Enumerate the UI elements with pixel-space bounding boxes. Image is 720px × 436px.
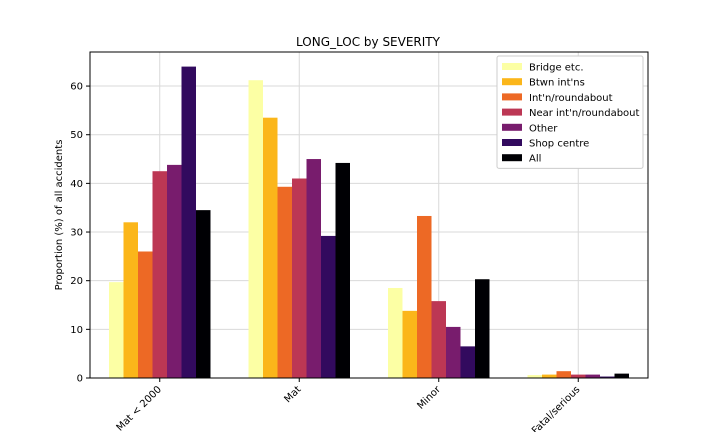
legend-label: Bridge etc. bbox=[529, 63, 584, 74]
x-tick-label: Minor bbox=[415, 384, 443, 412]
bar bbox=[431, 301, 446, 378]
legend-swatch bbox=[502, 93, 522, 101]
chart-title: LONG_LOC by SEVERITY bbox=[296, 35, 441, 49]
legend-swatch bbox=[502, 139, 522, 146]
y-tick-label: 30 bbox=[70, 228, 83, 239]
y-tick-label: 40 bbox=[70, 179, 83, 190]
legend-swatch bbox=[502, 154, 522, 162]
bar bbox=[138, 251, 153, 378]
legend-label: Other bbox=[529, 123, 558, 134]
y-tick-label: 20 bbox=[70, 276, 83, 287]
y-tick-label: 60 bbox=[70, 82, 83, 93]
x-tick-label: Fatal/serious bbox=[530, 384, 582, 432]
bar bbox=[181, 66, 196, 378]
bar bbox=[167, 164, 182, 378]
bar bbox=[417, 215, 432, 378]
bar bbox=[123, 222, 138, 378]
bar bbox=[402, 310, 417, 378]
legend-label: Near int'n/roundabout bbox=[529, 108, 640, 119]
legend-swatch bbox=[502, 123, 522, 131]
bar bbox=[446, 326, 461, 378]
bar bbox=[277, 186, 292, 378]
bar bbox=[388, 287, 403, 378]
bar bbox=[196, 210, 211, 378]
bar bbox=[109, 282, 124, 378]
legend-swatch bbox=[502, 108, 522, 116]
bar bbox=[321, 235, 336, 378]
bar bbox=[614, 373, 629, 378]
y-tick-label: 0 bbox=[77, 374, 83, 385]
legend-box bbox=[496, 55, 644, 169]
bar bbox=[460, 346, 475, 378]
legend-swatch bbox=[502, 63, 522, 70]
legend-label: Btwn int'ns bbox=[529, 78, 585, 89]
plot-frame bbox=[89, 51, 649, 379]
bar bbox=[571, 374, 586, 378]
legend-label: All bbox=[529, 154, 541, 165]
bar bbox=[600, 376, 615, 378]
bar bbox=[263, 117, 278, 378]
bar bbox=[248, 80, 263, 379]
bar bbox=[152, 171, 167, 378]
legend-label: Int'n/roundabout bbox=[529, 93, 613, 104]
bar bbox=[542, 374, 557, 378]
bar bbox=[527, 375, 542, 378]
y-axis-label: Proportion (%) of all accidents bbox=[54, 140, 65, 291]
bar bbox=[556, 371, 571, 378]
bar bbox=[306, 159, 321, 378]
legend-swatch bbox=[502, 78, 522, 86]
bars bbox=[109, 66, 629, 379]
y-tick-label: 10 bbox=[70, 325, 83, 336]
x-tick-label: Mat < 2000 bbox=[115, 384, 164, 432]
bar bbox=[292, 178, 307, 378]
y-tick-label: 50 bbox=[70, 130, 83, 141]
bar bbox=[335, 162, 350, 378]
bar bbox=[585, 374, 600, 378]
legend-label: Shop centre bbox=[529, 139, 589, 150]
x-tick-label: Mat bbox=[283, 384, 304, 405]
legend: Bridge etc. Btwn int'ns Int'n/roundabout Ne… bbox=[496, 55, 644, 169]
bar bbox=[475, 279, 490, 378]
